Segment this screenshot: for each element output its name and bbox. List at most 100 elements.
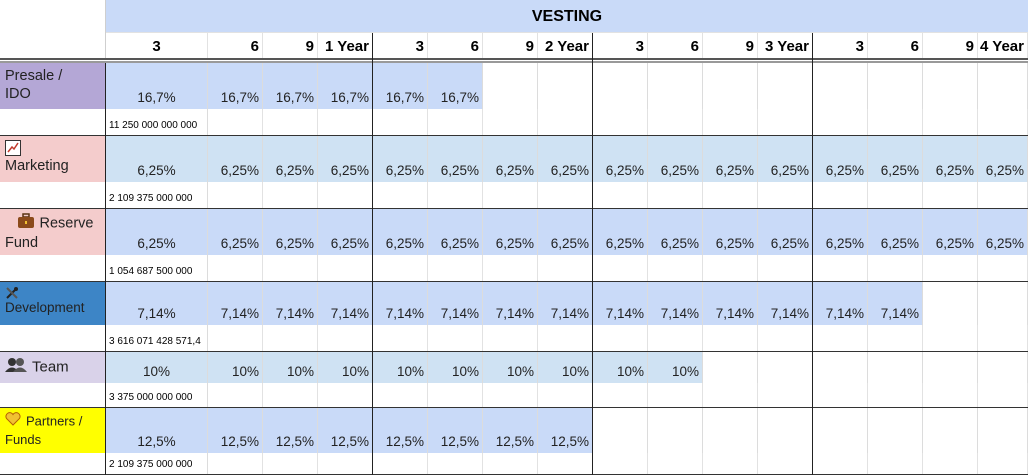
empty-cell[interactable] <box>758 182 813 209</box>
empty-cell[interactable] <box>978 325 1028 352</box>
percent-cell[interactable]: 6,25% <box>208 136 263 182</box>
corner-cell[interactable] <box>0 0 106 59</box>
empty-cell[interactable] <box>648 325 703 352</box>
empty-cell[interactable] <box>318 182 373 209</box>
percent-cell[interactable] <box>978 63 1028 109</box>
percent-cell[interactable]: 12,5% <box>208 408 263 453</box>
empty-cell[interactable] <box>538 182 593 209</box>
percent-cell[interactable]: 7,14% <box>758 282 813 325</box>
percent-cell[interactable]: 7,14% <box>106 282 208 325</box>
percent-cell[interactable]: 10% <box>483 352 538 383</box>
percent-cell[interactable] <box>758 352 813 383</box>
empty-cell[interactable] <box>923 453 978 475</box>
empty-cell[interactable] <box>813 109 868 136</box>
empty-cell[interactable] <box>318 109 373 136</box>
percent-cell[interactable]: 6,25% <box>813 209 868 255</box>
percent-cell[interactable]: 6,25% <box>593 209 648 255</box>
empty-cell[interactable] <box>923 383 978 408</box>
category-label[interactable]: Team <box>0 352 106 383</box>
empty-cell[interactable] <box>483 325 538 352</box>
empty-cell[interactable] <box>538 325 593 352</box>
percent-cell[interactable] <box>868 408 923 453</box>
column-header[interactable]: 3 <box>813 33 868 59</box>
percent-cell[interactable] <box>758 408 813 453</box>
blank-cell[interactable] <box>0 453 106 475</box>
amount-cell[interactable]: 11 250 000 000 000 <box>106 109 208 136</box>
category-label[interactable]: Presale / IDO <box>0 63 106 109</box>
empty-cell[interactable] <box>373 325 428 352</box>
percent-cell[interactable]: 7,14% <box>648 282 703 325</box>
empty-cell[interactable] <box>868 182 923 209</box>
empty-cell[interactable] <box>483 109 538 136</box>
empty-cell[interactable] <box>703 109 758 136</box>
empty-cell[interactable] <box>263 255 318 282</box>
percent-cell[interactable]: 6,25% <box>538 136 593 182</box>
empty-cell[interactable] <box>813 255 868 282</box>
percent-cell[interactable]: 16,7% <box>106 63 208 109</box>
empty-cell[interactable] <box>263 182 318 209</box>
percent-cell[interactable]: 12,5% <box>263 408 318 453</box>
percent-cell[interactable]: 10% <box>263 352 318 383</box>
empty-cell[interactable] <box>373 109 428 136</box>
percent-cell[interactable] <box>978 408 1028 453</box>
column-header[interactable]: 9 <box>923 33 978 59</box>
percent-cell[interactable] <box>538 63 593 109</box>
percent-cell[interactable]: 6,25% <box>868 209 923 255</box>
category-label[interactable]: Development <box>0 282 106 325</box>
empty-cell[interactable] <box>318 325 373 352</box>
percent-cell[interactable] <box>813 352 868 383</box>
percent-cell[interactable]: 12,5% <box>538 408 593 453</box>
empty-cell[interactable] <box>483 453 538 475</box>
empty-cell[interactable] <box>428 255 483 282</box>
empty-cell[interactable] <box>318 453 373 475</box>
percent-cell[interactable]: 6,25% <box>978 136 1028 182</box>
percent-cell[interactable]: 6,25% <box>758 136 813 182</box>
percent-cell[interactable]: 6,25% <box>483 136 538 182</box>
amount-cell[interactable]: 2 109 375 000 000 <box>106 182 208 209</box>
amount-cell[interactable]: 3 375 000 000 000 <box>106 383 208 408</box>
percent-cell[interactable]: 6,25% <box>648 209 703 255</box>
empty-cell[interactable] <box>648 109 703 136</box>
column-header[interactable]: 3 <box>373 33 428 59</box>
empty-cell[interactable] <box>373 383 428 408</box>
empty-cell[interactable] <box>538 109 593 136</box>
empty-cell[interactable] <box>483 182 538 209</box>
percent-cell[interactable]: 6,25% <box>978 209 1028 255</box>
empty-cell[interactable] <box>868 325 923 352</box>
empty-cell[interactable] <box>758 109 813 136</box>
percent-cell[interactable]: 12,5% <box>483 408 538 453</box>
column-header[interactable]: 9 <box>263 33 318 59</box>
empty-cell[interactable] <box>923 109 978 136</box>
percent-cell[interactable] <box>648 63 703 109</box>
percent-cell[interactable]: 6,25% <box>868 136 923 182</box>
blank-cell[interactable] <box>0 182 106 209</box>
empty-cell[interactable] <box>923 325 978 352</box>
category-label[interactable]: Partners / Funds <box>0 408 106 453</box>
empty-cell[interactable] <box>318 255 373 282</box>
percent-cell[interactable]: 6,25% <box>373 209 428 255</box>
empty-cell[interactable] <box>978 255 1028 282</box>
percent-cell[interactable]: 6,25% <box>318 209 373 255</box>
percent-cell[interactable]: 6,25% <box>428 136 483 182</box>
percent-cell[interactable]: 6,25% <box>106 136 208 182</box>
empty-cell[interactable] <box>703 325 758 352</box>
empty-cell[interactable] <box>263 325 318 352</box>
percent-cell[interactable]: 16,7% <box>263 63 318 109</box>
empty-cell[interactable] <box>263 383 318 408</box>
empty-cell[interactable] <box>593 109 648 136</box>
percent-cell[interactable]: 12,5% <box>318 408 373 453</box>
empty-cell[interactable] <box>428 182 483 209</box>
percent-cell[interactable]: 6,25% <box>263 209 318 255</box>
empty-cell[interactable] <box>703 383 758 408</box>
empty-cell[interactable] <box>538 255 593 282</box>
amount-cell[interactable]: 3 616 071 428 571,4 <box>106 325 208 352</box>
percent-cell[interactable] <box>978 352 1028 383</box>
percent-cell[interactable] <box>868 63 923 109</box>
percent-cell[interactable]: 10% <box>318 352 373 383</box>
percent-cell[interactable] <box>923 282 978 325</box>
percent-cell[interactable]: 6,25% <box>106 209 208 255</box>
column-header[interactable]: 9 <box>703 33 758 59</box>
percent-cell[interactable]: 6,25% <box>483 209 538 255</box>
empty-cell[interactable] <box>593 453 648 475</box>
percent-cell[interactable] <box>813 408 868 453</box>
